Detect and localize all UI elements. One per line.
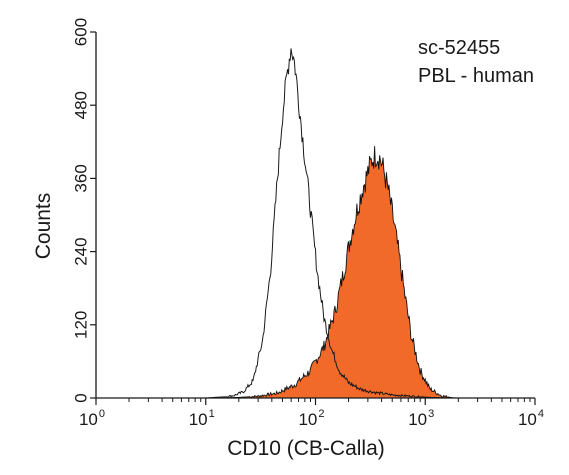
y-tick-label: 240	[71, 237, 90, 265]
y-tick-label: 360	[71, 164, 90, 192]
plot-area	[96, 48, 535, 399]
y-axis-label: Counts	[32, 193, 55, 260]
x-tick-label: 101	[189, 408, 215, 429]
sample-annotation: PBL - human	[418, 65, 534, 87]
y-tick-label: 600	[71, 18, 90, 46]
series-filled-histogram	[96, 146, 535, 399]
x-tick-label: 104	[518, 408, 544, 429]
y-tick-label: 120	[71, 311, 90, 339]
x-tick-label: 103	[408, 408, 434, 429]
axes: 0 120 240 360 480 600 100 101 102 103 104	[71, 18, 544, 429]
y-tick-label: 480	[71, 91, 90, 119]
antibody-annotation: sc-52455	[418, 37, 500, 59]
y-tick-label: 0	[71, 393, 90, 402]
series-control-outline	[96, 48, 535, 399]
x-tick-label: 100	[79, 408, 105, 429]
x-tick-label: 102	[298, 408, 324, 429]
x-axis-label: CD10 (CB-Calla)	[227, 437, 385, 460]
